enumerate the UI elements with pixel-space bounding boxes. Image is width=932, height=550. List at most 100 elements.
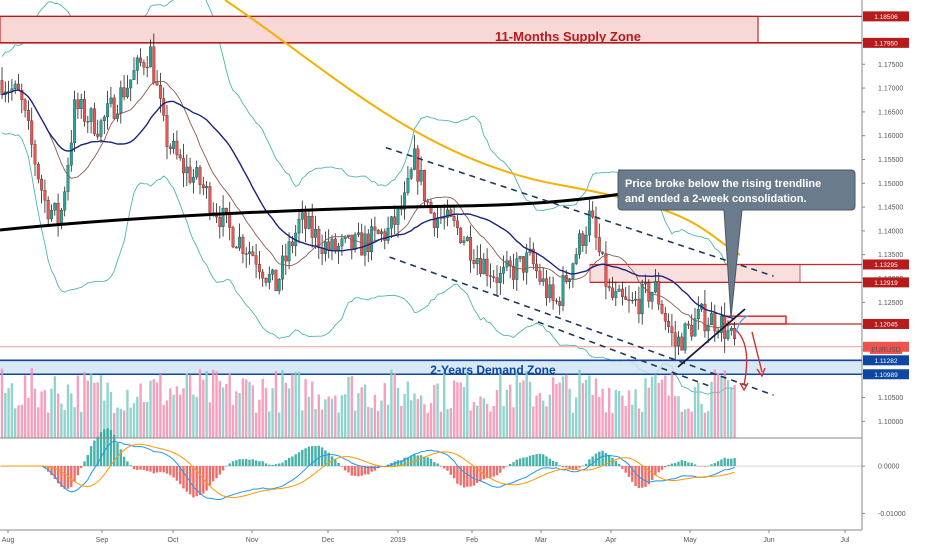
macd-histogram-bar — [116, 442, 119, 467]
volume-bar — [393, 373, 396, 438]
candle-body — [627, 299, 631, 301]
candle-body — [386, 227, 390, 241]
candle-body — [198, 167, 202, 185]
macd-histogram-bar — [271, 464, 274, 467]
volume-bar — [291, 374, 294, 438]
macd-histogram-bar — [363, 466, 367, 475]
macd-histogram-bar — [205, 466, 208, 491]
candle-body — [0, 80, 4, 95]
candle-body — [23, 99, 27, 111]
candle-body — [172, 140, 176, 149]
volume-bar — [304, 379, 307, 438]
macd-histogram-bar — [713, 463, 716, 467]
volume-bar — [383, 383, 386, 438]
macd-histogram-bar — [614, 460, 617, 467]
volume-bar — [664, 375, 667, 438]
macd-histogram-bar — [730, 458, 733, 467]
volume-bar — [30, 368, 33, 438]
candle-body — [261, 271, 265, 279]
candle-body — [86, 121, 90, 123]
macd-histogram-bar — [555, 461, 558, 467]
month-label: Jun — [763, 537, 774, 544]
macd-histogram-bar — [479, 466, 482, 482]
candle-body — [541, 278, 545, 282]
candle-body — [660, 303, 664, 314]
candle-body — [607, 286, 611, 289]
macd-histogram-bar — [53, 466, 56, 479]
candle-body — [340, 238, 344, 247]
macd-histogram-bar — [413, 454, 416, 467]
volume-bar — [627, 390, 631, 438]
volume-bar — [142, 401, 146, 438]
volume-bar — [601, 388, 604, 438]
candle-body — [449, 209, 453, 217]
macd-histogram-bar — [565, 466, 568, 468]
candle-body — [201, 184, 205, 189]
volume-bar — [568, 388, 571, 438]
candle-body — [244, 253, 248, 255]
price-label-text: 1.10989 — [874, 372, 898, 379]
macd-histogram-bar — [525, 457, 528, 467]
volume-bar — [245, 379, 248, 438]
volume-bar — [278, 412, 281, 438]
candle-body — [347, 234, 350, 237]
macd-histogram-bar — [228, 463, 231, 467]
macd-histogram-bar — [690, 462, 693, 467]
macd-histogram-bar — [311, 446, 314, 467]
candle-body — [50, 210, 53, 220]
volume-bar — [327, 396, 330, 438]
volume-bar — [50, 388, 53, 438]
month-label: Nov — [246, 537, 259, 544]
macd-tick-label: -0.01000 — [878, 511, 906, 518]
macd-histogram-bar — [258, 461, 261, 467]
demand-zone — [0, 360, 862, 375]
price-tick-label: 1.10000 — [878, 419, 903, 426]
candle-body — [624, 296, 628, 300]
candle-body — [314, 229, 317, 238]
macd-histogram-bar — [56, 466, 60, 484]
signal-line — [2, 443, 735, 499]
volume-bar — [390, 369, 393, 438]
volume-bar — [159, 374, 162, 438]
candle-body — [125, 87, 129, 98]
candle-body — [673, 332, 677, 347]
macd-histogram-bar — [403, 457, 406, 467]
candle-body — [26, 110, 30, 121]
candle-body — [330, 238, 334, 251]
volume-bar — [670, 372, 674, 438]
volume-bar — [410, 400, 413, 438]
volume-bar — [617, 390, 621, 438]
candle-body — [99, 120, 103, 137]
candle-body — [617, 288, 621, 292]
volume-bar — [707, 411, 710, 438]
volume-bar — [56, 393, 60, 438]
macd-histogram-bar — [347, 466, 350, 473]
volume-bar — [558, 382, 561, 438]
candle-body — [43, 189, 47, 201]
volume-bar — [86, 380, 89, 438]
down-arrow-2-head — [756, 367, 766, 378]
macd-histogram-bar — [683, 461, 687, 467]
candle-body — [640, 284, 644, 315]
candle-body — [79, 99, 83, 110]
volume-bar — [575, 397, 578, 438]
macd-histogram-bar — [113, 434, 116, 467]
macd-histogram-bar — [400, 460, 403, 467]
volume-bar — [311, 381, 314, 438]
candle-body — [587, 210, 591, 236]
macd-histogram-bar — [707, 465, 710, 467]
candle-body — [66, 165, 70, 192]
candle-body — [531, 248, 535, 265]
candle-body — [248, 251, 251, 254]
macd-histogram-bar — [551, 460, 555, 467]
volume-bar — [350, 376, 353, 438]
month-label: Oct — [168, 537, 179, 544]
macd-histogram-bar — [215, 466, 218, 479]
volume-bar — [324, 399, 327, 438]
macd-histogram-bar — [594, 453, 598, 467]
symbol-tag-text: EURUSD — [871, 347, 901, 354]
candle-body — [221, 207, 225, 227]
volume-bar — [548, 394, 551, 438]
macd-histogram-bar — [212, 466, 215, 482]
macd-histogram-bar — [443, 466, 446, 469]
